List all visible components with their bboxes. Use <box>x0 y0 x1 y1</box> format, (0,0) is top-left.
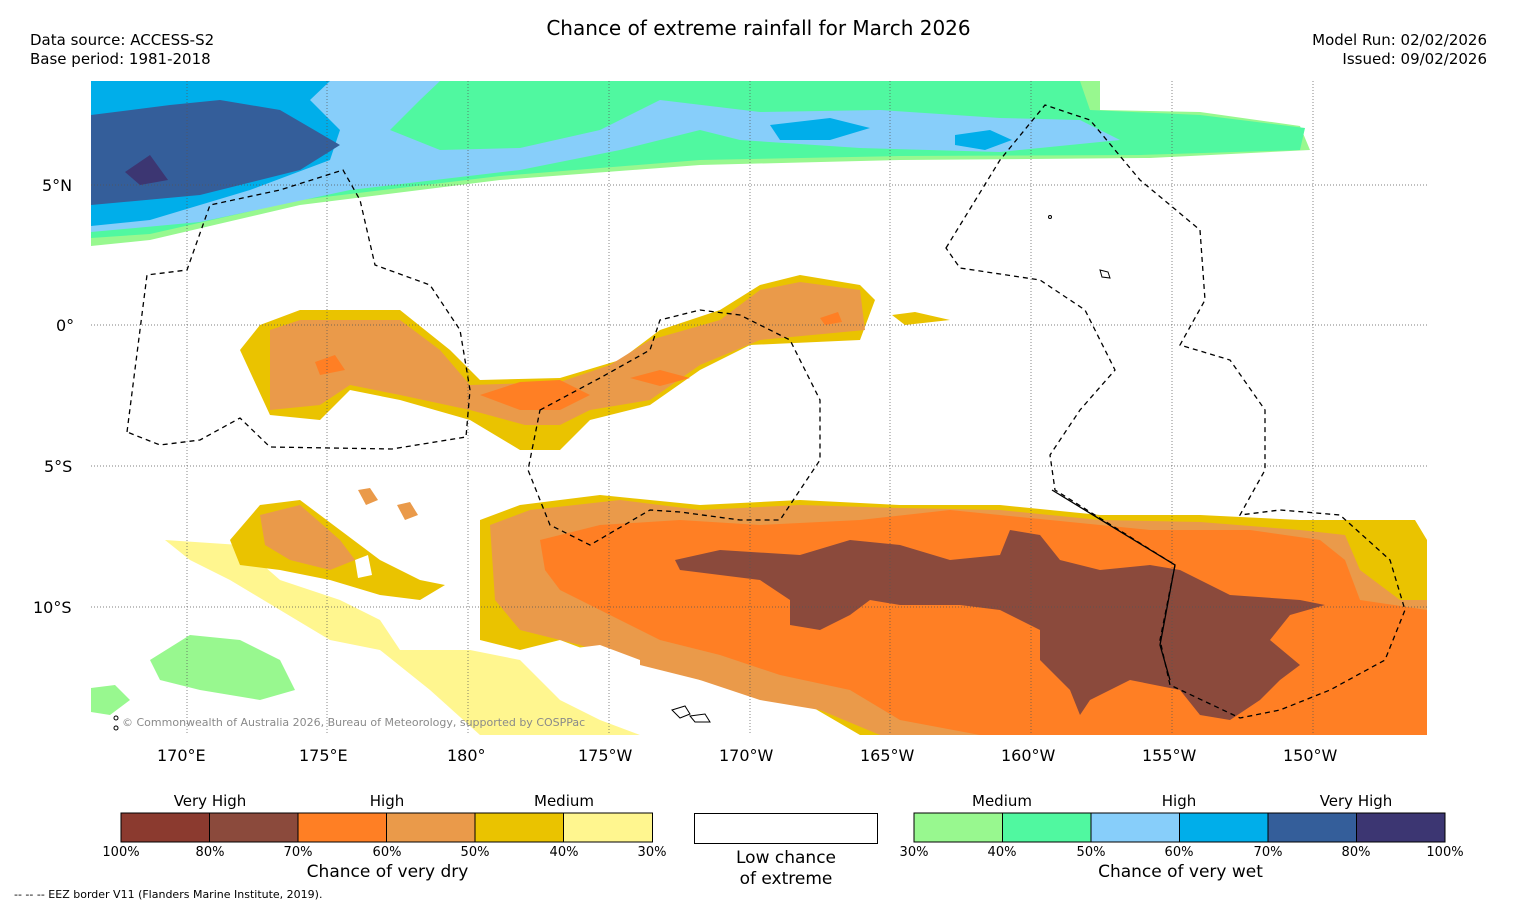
copyright-notice: © Commonwealth of Australia 2026, Bureau… <box>122 716 586 729</box>
legend-wet-swatch-3 <box>1090 812 1180 843</box>
lon-label-170e: 170°E <box>157 746 206 765</box>
dry-small-patch-1 <box>358 488 378 505</box>
legend-dry-swatch-2 <box>209 812 299 843</box>
dry-60-equator-4 <box>820 312 842 325</box>
data-source: Data source: ACCESS-S2 <box>30 31 215 49</box>
wet-60-region-2 <box>770 118 870 140</box>
wet-50-region <box>91 81 1120 232</box>
legend-dry-tick-2: 80% <box>195 845 225 860</box>
legend-dry-swatch-6 <box>563 812 653 843</box>
dry-medium-equator <box>240 275 875 450</box>
eez-solid-border <box>1051 489 1176 681</box>
legend-wet-swatch-5 <box>1267 812 1357 843</box>
eez-footnote: -- -- -- EEZ border V11 (Flanders Marine… <box>14 888 323 901</box>
dry-30-south <box>165 540 640 735</box>
lat-label-10s: 10°S <box>33 598 72 617</box>
lon-label-180: 180° <box>447 746 486 765</box>
lon-label-175w: 175°W <box>578 746 633 765</box>
lon-label-170w: 170°W <box>719 746 774 765</box>
wet-80-region <box>125 155 168 185</box>
legend-wet-swatch-4 <box>1179 812 1269 843</box>
map-title: Chance of extreme rainfall for March 202… <box>546 16 971 40</box>
legend-dry-swatch-1 <box>120 812 210 843</box>
legend-dry-swatch-5 <box>474 812 564 843</box>
legend-wet-tick-5: 70% <box>1253 845 1283 860</box>
dry-80-south-main <box>675 530 1325 720</box>
legend-dry-colorbar <box>120 812 653 843</box>
legend-wet-header-very-high: Very High <box>1319 792 1393 810</box>
issued-date: Issued: 09/02/2026 <box>1342 50 1487 68</box>
wet-60-region-3 <box>955 130 1012 150</box>
legend-wet-header-medium: Medium <box>972 792 1032 810</box>
legend-low-swatch <box>694 813 878 844</box>
legend-dry-swatch-3 <box>297 812 387 843</box>
white-hole-south-2 <box>560 645 640 710</box>
legend-low-caption-line1: Low chance <box>736 848 836 868</box>
legend-low-caption-line2: of extreme <box>739 869 833 889</box>
legend-wet-swatch-1 <box>913 812 1003 843</box>
eez-borders <box>126 104 1406 719</box>
dry-medium-equator-small <box>892 312 950 325</box>
legend-dry-tick-5: 50% <box>460 845 490 860</box>
lat-label-5n: 5°N <box>42 176 73 195</box>
rainfall-map <box>91 81 1427 735</box>
dry-60-equator <box>480 380 590 410</box>
legend-dry-header-high: High <box>369 792 405 810</box>
legend-dry-swatch-4 <box>386 812 476 843</box>
dry-60-equator-3 <box>315 355 345 375</box>
legend-dry-tick-6: 40% <box>549 845 579 860</box>
model-run: Model Run: 02/02/2026 <box>1312 31 1487 49</box>
legend-wet-swatch-2 <box>1002 812 1092 843</box>
legend-wet-tick-4: 60% <box>1164 845 1194 860</box>
lat-label-0: 0° <box>56 316 75 335</box>
dry-50-southwest <box>260 505 355 570</box>
lon-label-150w: 150°W <box>1283 746 1338 765</box>
legend-dry-caption: Chance of very dry <box>306 862 469 882</box>
lon-label-165w: 165°W <box>860 746 915 765</box>
lon-label-175e: 175°E <box>299 746 348 765</box>
legend-dry-header-very-high: Very High <box>173 792 247 810</box>
islands <box>113 215 1111 731</box>
legend-dry-tick-3: 70% <box>283 845 313 860</box>
legend-wet-swatch-6 <box>1356 812 1446 843</box>
dry-60-equator-2 <box>630 370 690 386</box>
legend-dry-tick-4: 60% <box>372 845 402 860</box>
meta-left: Data source: ACCESS-S2 Base period: 1981… <box>30 31 214 69</box>
legend-wet-tick-6: 80% <box>1341 845 1371 860</box>
lat-label-5s: 5°S <box>44 457 73 476</box>
legend-low-caption: Low chance of extreme <box>694 848 878 890</box>
legend-dry-tick-7: 30% <box>637 845 667 860</box>
legend-wet-caption: Chance of very wet <box>1098 862 1263 882</box>
wet-medium-southwest <box>150 635 295 700</box>
base-period: Base period: 1981-2018 <box>30 50 211 68</box>
legend-wet-tick-2: 40% <box>987 845 1017 860</box>
legend-wet-colorbar <box>913 812 1446 843</box>
wet-medium-southwest-2 <box>91 685 130 715</box>
legend-dry-tick-1: 100% <box>102 845 140 860</box>
legend-wet-tick-3: 50% <box>1076 845 1106 860</box>
legend-wet-header-high: High <box>1161 792 1197 810</box>
meta-right: Model Run: 02/02/2026 Issued: 09/02/2026 <box>1312 31 1487 69</box>
lon-label-160w: 160°W <box>1001 746 1056 765</box>
dry-50-equator <box>270 282 865 425</box>
legend-wet-tick-7: 100% <box>1426 845 1464 860</box>
legend-wet-tick-1: 30% <box>899 845 929 860</box>
graticule <box>91 81 1427 735</box>
legend-dry-header-medium: Medium <box>534 792 594 810</box>
white-hole-south <box>355 555 372 578</box>
lon-label-155w: 155°W <box>1142 746 1197 765</box>
dry-small-patch-2 <box>397 502 418 520</box>
